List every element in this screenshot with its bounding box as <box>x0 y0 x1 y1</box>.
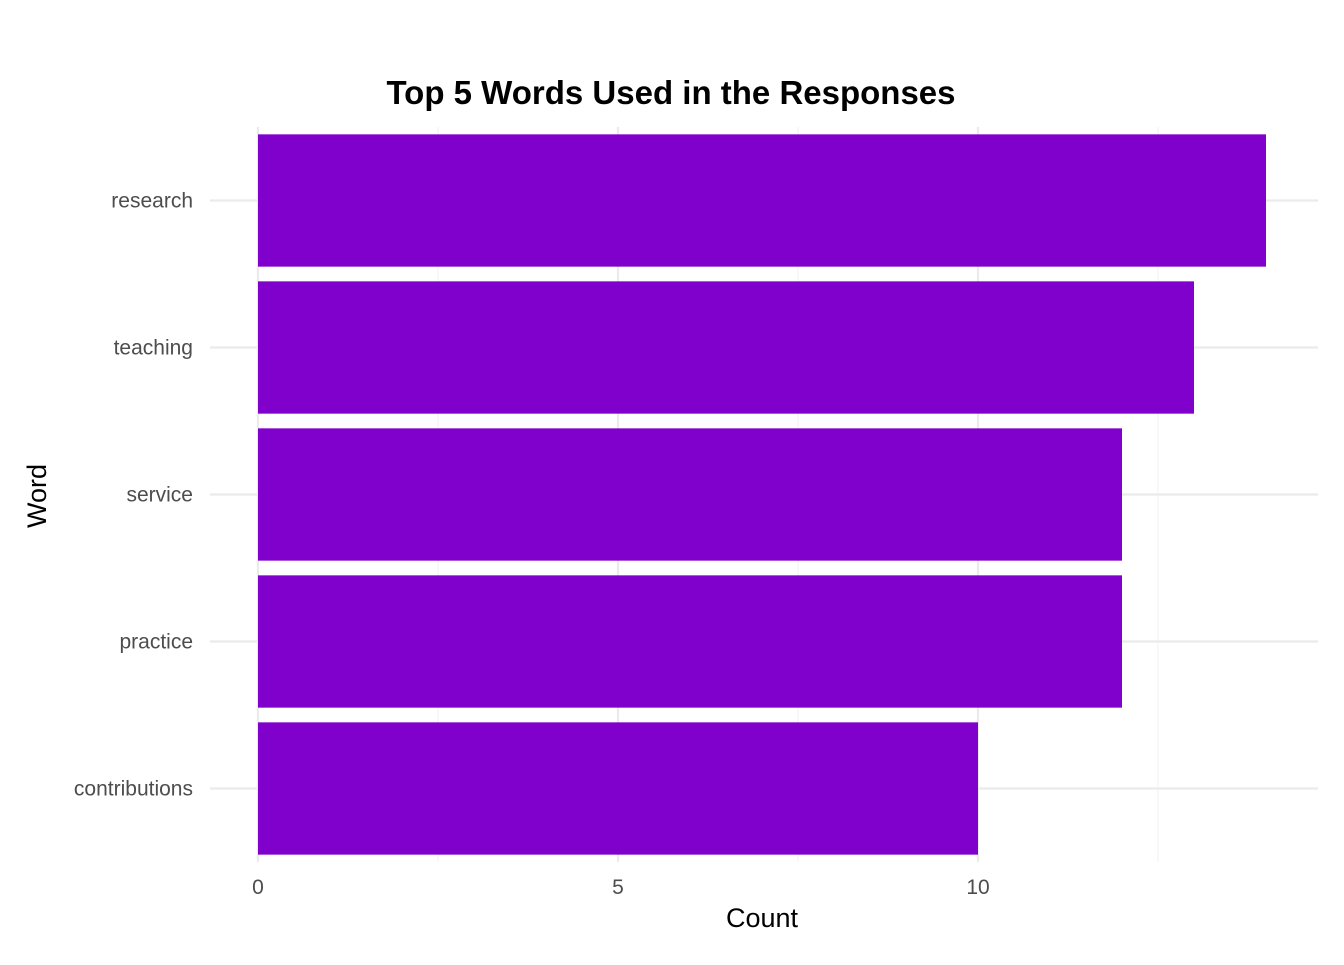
y-axis-title: Word <box>22 464 52 528</box>
y-axis-ticks: research teaching service practice contribut… <box>74 190 193 801</box>
chart-title: Top 5 Words Used in the Responses <box>386 74 955 111</box>
x-tick-label: 0 <box>252 876 264 899</box>
x-tick-label: 5 <box>612 876 624 899</box>
x-axis-title: Count <box>726 903 799 933</box>
bar-research <box>258 134 1266 267</box>
bar-practice <box>258 575 1122 708</box>
bar-service <box>258 428 1122 561</box>
y-tick-label: contributions <box>74 778 193 801</box>
y-tick-label: research <box>111 190 193 213</box>
bar-layer <box>258 134 1266 855</box>
x-tick-label: 10 <box>966 876 989 899</box>
bar-contributions <box>258 722 978 855</box>
y-tick-label: service <box>126 484 193 507</box>
y-tick-label: practice <box>119 631 193 654</box>
bar-teaching <box>258 281 1194 414</box>
y-tick-label: teaching <box>114 337 193 360</box>
x-axis-ticks: 0 5 10 <box>252 876 990 899</box>
